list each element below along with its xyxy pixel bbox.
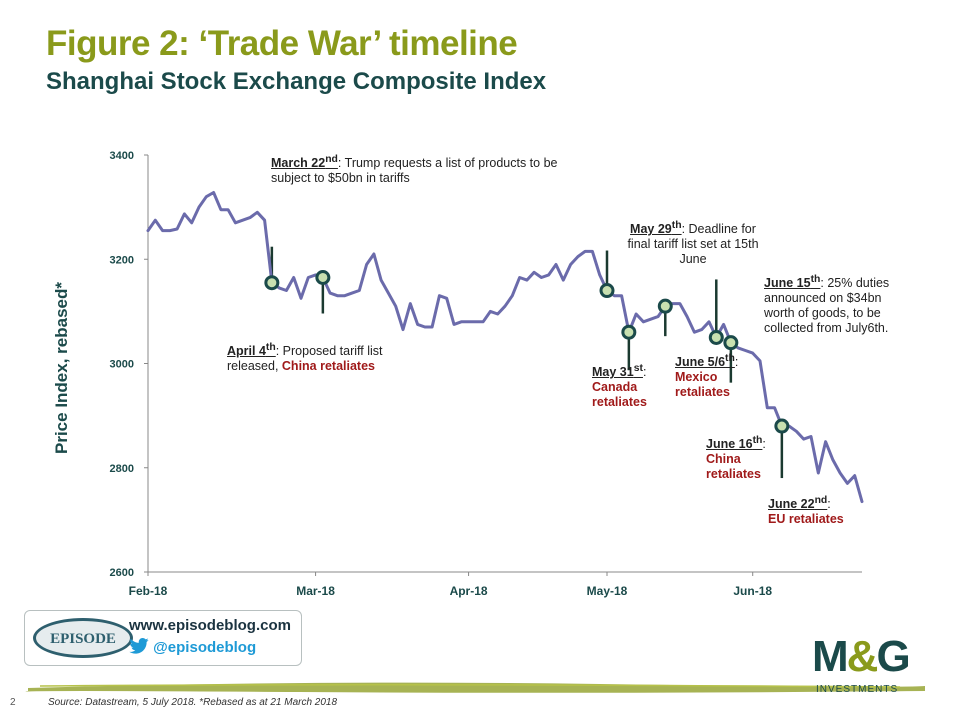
retaliation-label: China retaliates xyxy=(281,359,375,374)
annotation-june-16: June 16th: China retaliates xyxy=(706,435,766,482)
retaliation-label: Mexico retaliates xyxy=(675,370,730,400)
retaliation-label: EU retaliates xyxy=(768,512,844,527)
blog-url-link[interactable]: www.episodeblog.com xyxy=(129,617,291,634)
event-marker xyxy=(723,335,739,351)
y-tick-label: 2600 xyxy=(110,567,134,579)
y-axis-label: Price Index, rebased* xyxy=(52,282,71,454)
event-date: June 16th xyxy=(706,435,763,452)
event-date: June 5/6th xyxy=(675,353,735,370)
event-date: May 29th xyxy=(630,220,682,237)
annotation-june-5-6: June 5/6th: Mexico retaliates xyxy=(675,353,739,400)
y-tick-label: 3000 xyxy=(110,359,134,371)
x-tick-label: Feb-18 xyxy=(129,584,168,598)
event-date: March 22nd xyxy=(271,154,338,171)
event-markers xyxy=(264,269,790,434)
retaliation-label: Canada retaliates xyxy=(592,380,647,410)
episode-logo: EPISODE xyxy=(33,618,133,658)
twitter-handle[interactable]: @episodeblog xyxy=(129,638,256,656)
event-marker xyxy=(708,329,724,345)
company-logo: M&G xyxy=(812,632,911,681)
retaliation-label: China retaliates xyxy=(706,452,761,482)
event-marker xyxy=(774,418,790,434)
x-tick-label: Apr-18 xyxy=(450,584,488,598)
annotation-may-29: May 29th: Deadline for final tariff list… xyxy=(627,220,759,267)
x-tick-label: Jun-18 xyxy=(733,584,772,598)
page-subtitle: Shanghai Stock Exchange Composite Index xyxy=(46,68,547,95)
chart-axes: 3400 3200 3000 2800 2600 Feb-18 Mar-18 Apr-18 Ma… xyxy=(110,150,862,598)
series-line xyxy=(146,191,864,504)
event-date: May 31st xyxy=(592,363,643,380)
event-marker xyxy=(599,283,615,299)
page-number: 2 xyxy=(10,697,16,708)
annotation-march-22: March 22nd: Trump requests a list of pro… xyxy=(271,154,558,186)
source-note: Source: Datastream, 5 July 2018. *Rebase… xyxy=(48,697,338,708)
event-date: June 22nd xyxy=(768,495,828,512)
event-marker xyxy=(621,324,637,340)
event-marker xyxy=(315,269,331,285)
company-logo-sub: INVESTMENTS xyxy=(816,684,899,695)
twitter-bird-icon xyxy=(129,638,149,654)
annotation-june-15: June 15th: 25% duties announced on $34bn… xyxy=(764,274,890,336)
x-tick-label: Mar-18 xyxy=(296,584,335,598)
event-marker xyxy=(657,298,673,314)
y-tick-label: 2800 xyxy=(110,463,134,475)
annotation-may-31: May 31st: Canada retaliates xyxy=(592,363,647,410)
page-title: Figure 2: ‘Trade War’ timeline xyxy=(46,24,518,63)
annotation-april-4: April 4th: Proposed tariff list released… xyxy=(227,342,383,374)
episode-blog-box: EPISODE www.episodeblog.com @episodeblog xyxy=(24,610,302,666)
event-date: April 4th xyxy=(227,342,276,359)
event-date: June 15th xyxy=(764,274,821,291)
annotation-june-22: June 22nd: EU retaliates xyxy=(768,495,844,527)
y-tick-label: 3400 xyxy=(110,150,134,162)
event-marker xyxy=(264,275,280,291)
y-tick-label: 3200 xyxy=(110,254,134,266)
x-tick-label: May-18 xyxy=(587,584,628,598)
